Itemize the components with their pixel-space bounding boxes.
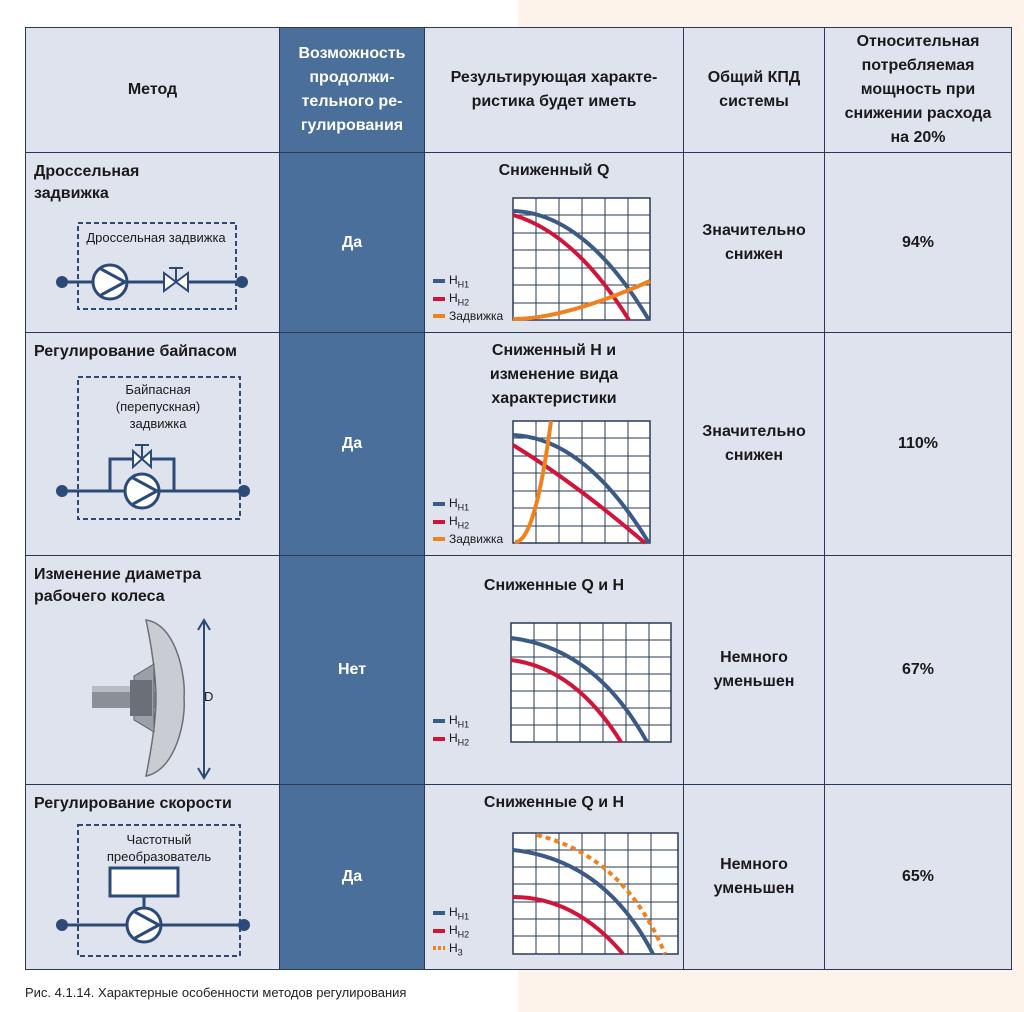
header-efficiency: Общий КПД системы [683, 27, 825, 153]
curve-h1 [512, 848, 655, 955]
chart-title: Сниженные Q и Н [483, 577, 625, 594]
continuous-cell: Да [279, 152, 425, 333]
power-cell: 65% [824, 784, 1012, 970]
curve-h3 [536, 833, 667, 955]
comparison-table: Метод Возможность продолжи-тельного ре-г… [25, 27, 1012, 970]
vfd-schematic [56, 824, 250, 957]
curve-valve [514, 420, 553, 544]
continuous-cell: Да [279, 784, 425, 970]
legend-label: НН2 [449, 291, 470, 308]
impeller-diagram [92, 618, 211, 780]
header-continuous: Возможность продолжи-тельного ре-гулиров… [279, 27, 425, 153]
efficiency-cell: Значительно снижен [683, 332, 825, 556]
chart-speed [433, 832, 679, 956]
figure-caption: Рис. 4.1.14. Характерные особенности мет… [25, 985, 407, 1000]
method-title: Регулирование байпасом [34, 343, 237, 360]
method-title: Дроссельная задвижка [34, 163, 140, 202]
curve-h2 [510, 658, 623, 744]
header-row: Метод Возможность продолжи-тельного ре-г… [25, 27, 1012, 153]
header-power: Относительная потребляемая мощность при … [824, 27, 1012, 153]
curve-h2 [512, 895, 625, 956]
curve-valve [512, 279, 651, 321]
chart-throttle [433, 197, 651, 322]
throttle-schematic [56, 222, 248, 310]
power-cell: 110% [824, 332, 1012, 556]
method-cell: Регулирование байпасом Байпасная (перепу… [25, 332, 280, 556]
curve-h1 [512, 433, 651, 545]
legend-label: Задвижка [449, 532, 504, 546]
curve-h1 [510, 636, 649, 743]
chart-cell: Сниженные Q и Н НН1 НН2 Н3 [424, 784, 684, 970]
chart-title: Сниженный Q [498, 162, 610, 179]
power-cell: 67% [824, 555, 1012, 785]
method-title: Регулирование скорости [34, 795, 232, 812]
legend-label: Н3 [449, 941, 463, 958]
legend-label: Задвижка [449, 309, 504, 323]
chart-impeller [433, 622, 672, 744]
chart-bypass [433, 420, 651, 545]
legend-label: НН1 [449, 496, 470, 513]
method-cell: Изменение диаметра рабочего колеса D [25, 555, 280, 785]
curve-h1 [512, 209, 651, 322]
legend-label: НН2 [449, 923, 470, 940]
method-cell: Дроссельная задвижка Дроссельная задвижк… [25, 152, 280, 333]
legend-label: НН1 [449, 273, 470, 290]
diagram-label: Байпасная (перепускная) задвижка [115, 382, 201, 431]
chart-cell: Сниженный Н и изменение вида характерист… [424, 332, 684, 556]
chart-cell: Сниженные Q и Н НН1 НН2 [424, 555, 684, 785]
efficiency-cell: Немного уменьшен [683, 784, 825, 970]
header-result: Результирующая характе-ристика будет име… [424, 27, 684, 153]
continuous-cell: Нет [279, 555, 425, 785]
curve-h2 [511, 443, 647, 545]
chart-cell: Сниженный Q НН1 НН2 Задвижка [424, 152, 684, 333]
diagram-label: Частотный преобразователь [106, 832, 212, 864]
efficiency-cell: Значительно снижен [683, 152, 825, 333]
table-row: Изменение диаметра рабочего колеса D Нет… [25, 555, 1012, 785]
continuous-cell: Да [279, 332, 425, 556]
legend-label: НН1 [449, 713, 470, 730]
chart-title: Сниженный Н и изменение вида характерист… [489, 342, 619, 407]
efficiency-cell: Немного уменьшен [683, 555, 825, 785]
method-cell: Регулирование скорости Частотный преобра… [25, 784, 280, 970]
table-row: Регулирование байпасом Байпасная (перепу… [25, 332, 1012, 556]
chart-title: Сниженные Q и Н [483, 794, 625, 811]
table-row: Дроссельная задвижка Дроссельная задвижк… [25, 152, 1012, 333]
bypass-schematic [56, 376, 250, 520]
diameter-label: D [204, 689, 214, 704]
header-method: Метод [25, 27, 280, 153]
power-cell: 94% [824, 152, 1012, 333]
method-title: Изменение диаметра рабочего колеса [34, 566, 202, 605]
legend-label: НН2 [449, 514, 470, 531]
legend-label: НН2 [449, 731, 470, 748]
legend-label: НН1 [449, 905, 470, 922]
table-row: Регулирование скорости Частотный преобра… [25, 784, 1012, 970]
curve-h2 [512, 213, 631, 322]
diagram-label: Дроссельная задвижка [86, 230, 226, 245]
